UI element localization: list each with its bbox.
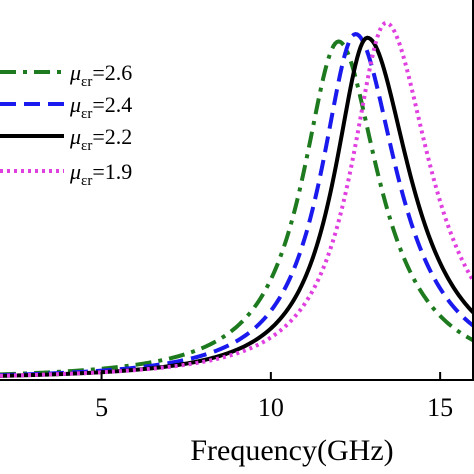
legend-label-0: μεr=2.6 [69,60,132,90]
x-tick-label-2: 15 [427,393,453,422]
x-tick-label-1: 10 [258,393,284,422]
plot-curves [0,20,474,378]
legend-label-2: μεr=2.2 [69,124,132,154]
x-axis-title: Frequency(GHz) [190,434,393,467]
legend-label-1: μεr=2.4 [69,92,132,122]
legend-label-3: μεr=1.9 [69,159,132,189]
series-line-3 [0,20,474,378]
x-ticks: 5 10 15 [95,372,453,422]
x-tick-label-0: 5 [95,393,108,422]
